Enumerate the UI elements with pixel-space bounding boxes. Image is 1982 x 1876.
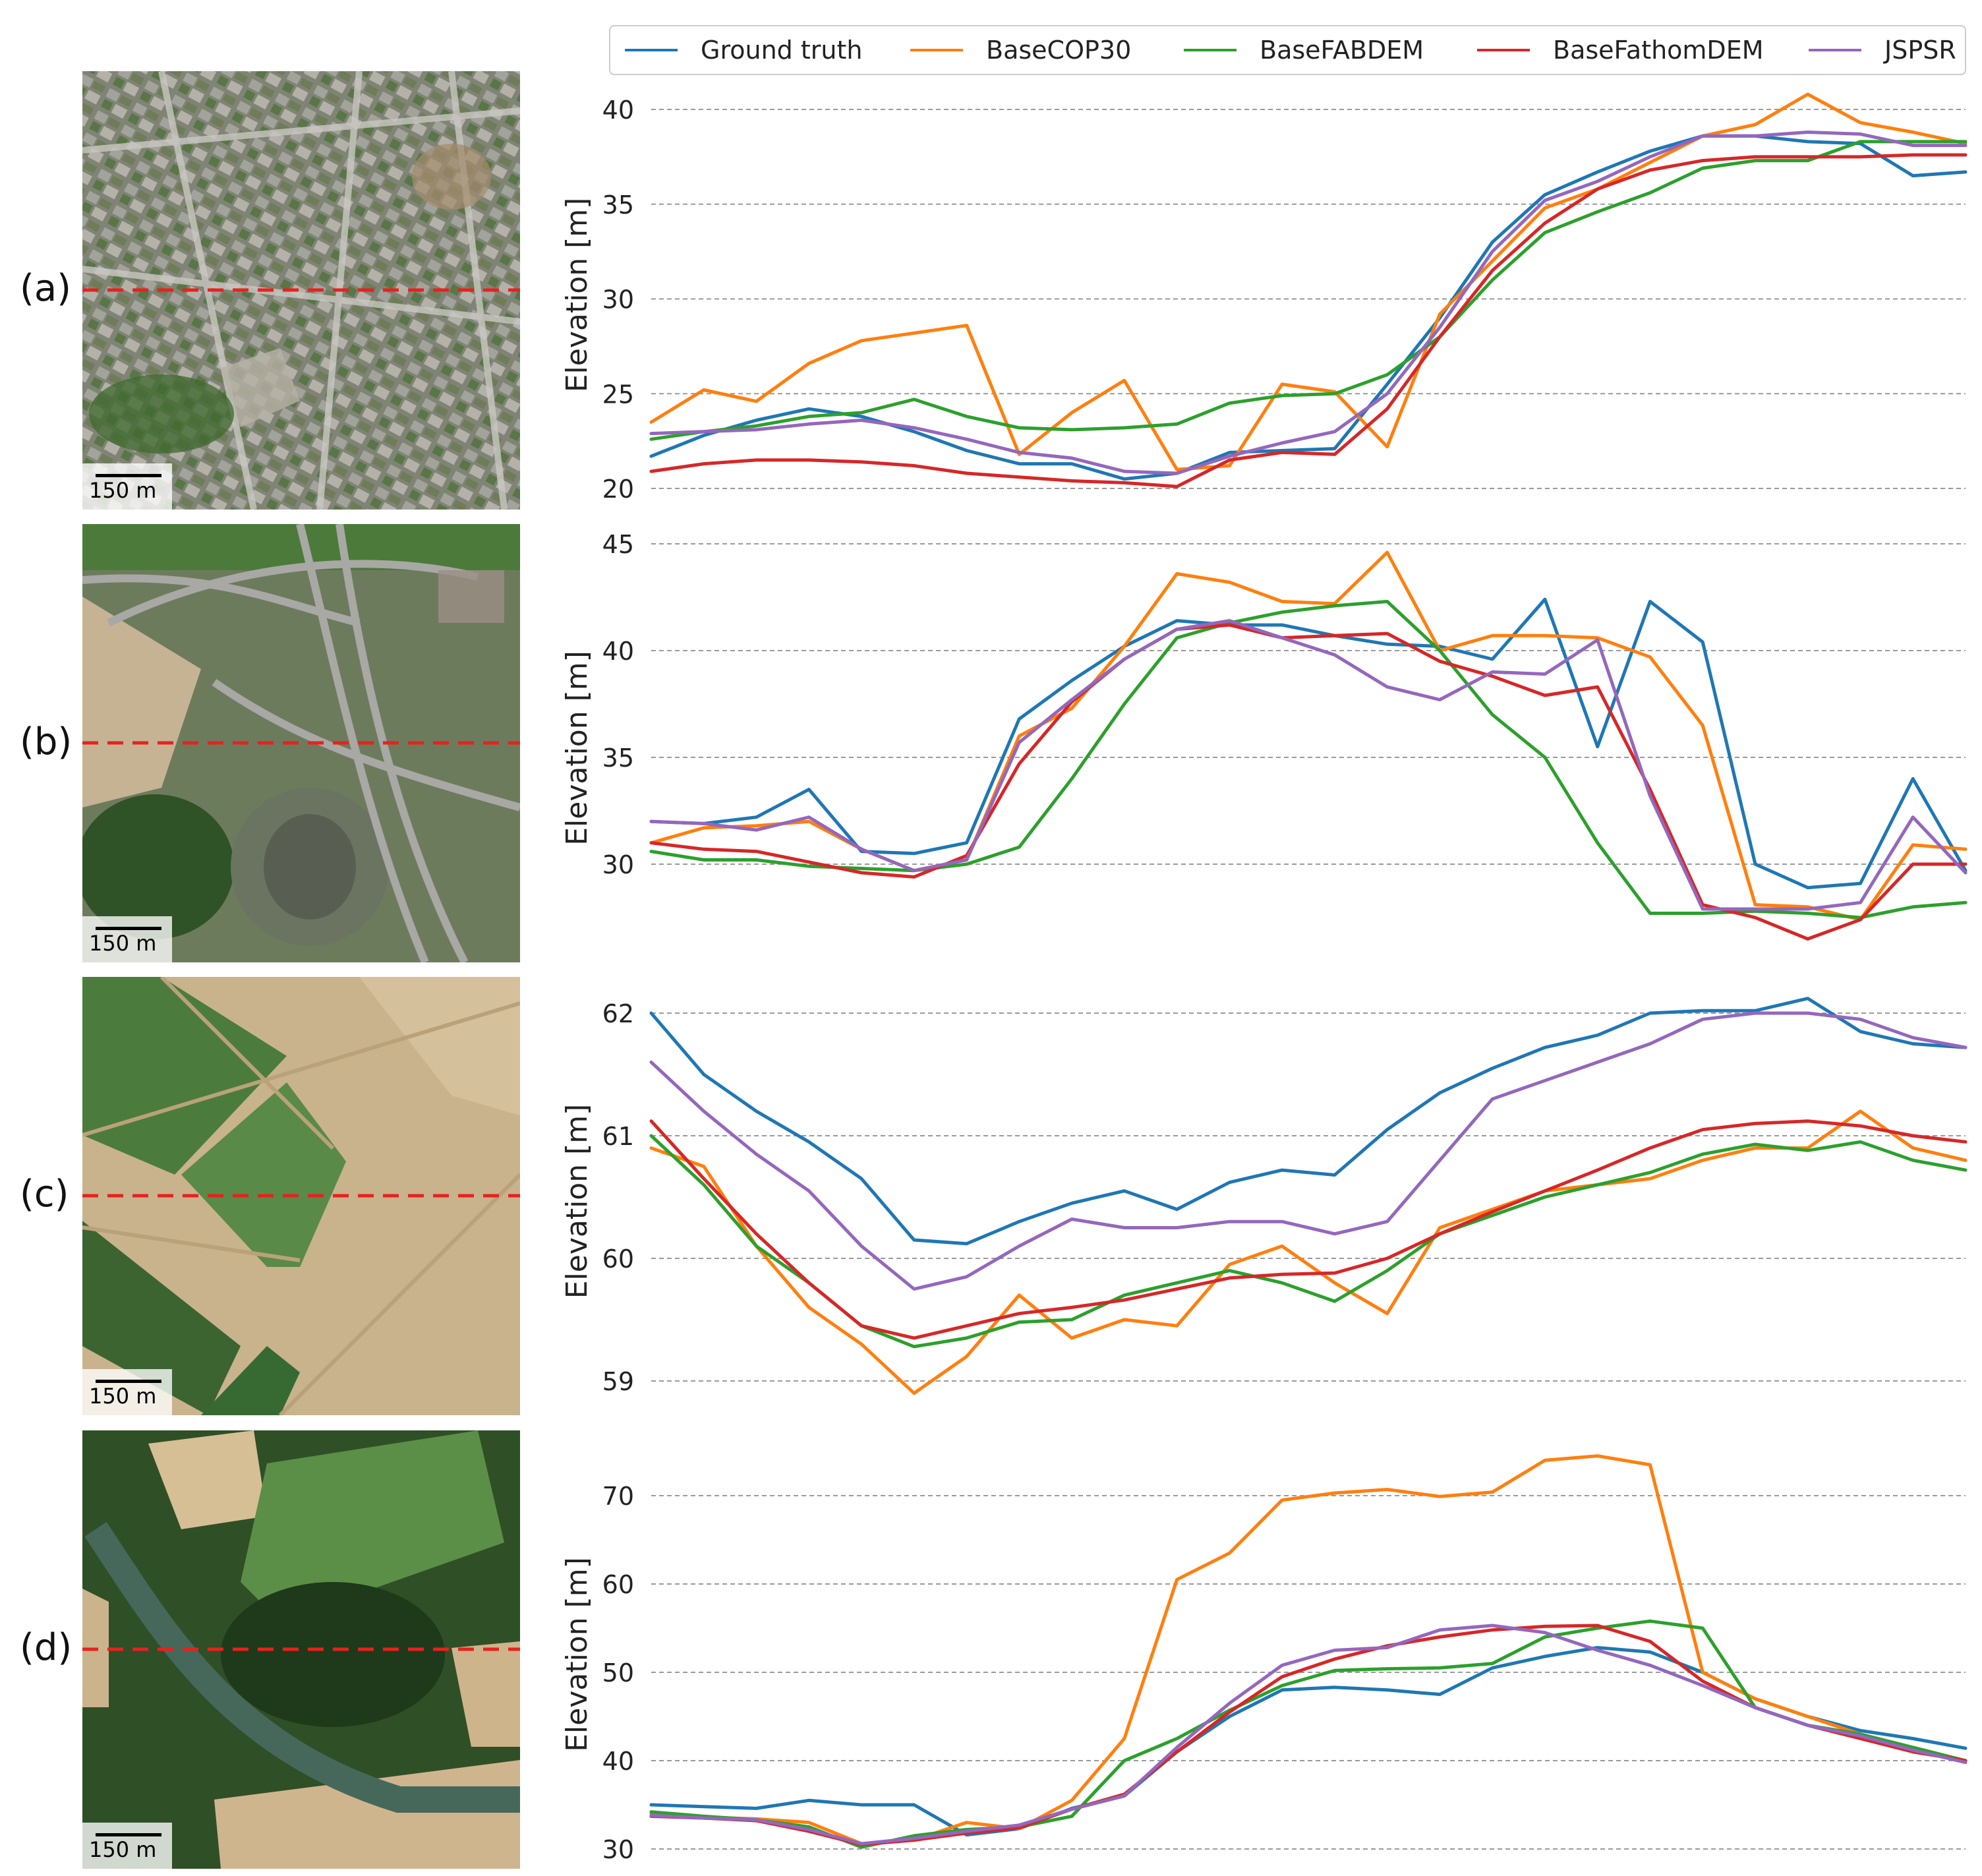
y-tick-label-a-35: 35: [602, 191, 634, 220]
y-tick-label-a-30: 30: [602, 285, 634, 314]
y-tick-label-c-60: 60: [602, 1245, 634, 1274]
panel-label-d: (d): [20, 1626, 73, 1669]
series-line-a-jspsr: [649, 131, 1967, 475]
y-tick-label-a-20: 20: [602, 475, 634, 504]
aerial-photo-b: 150 m: [82, 524, 520, 962]
scale-text-c: 150 m: [89, 1384, 157, 1409]
y-tick-label-b-45: 45: [602, 530, 634, 559]
legend-label-ground-truth: Ground truth: [701, 36, 863, 65]
series-line-a-basefabdem: [649, 140, 1967, 441]
panel-label-b: (b): [20, 720, 73, 763]
series-line-a-ground-truth: [649, 134, 1967, 481]
series-line-b-ground-truth: [649, 597, 1967, 890]
scale-text-b: 150 m: [89, 931, 157, 956]
aerial-photo-a: 150 m: [82, 71, 520, 510]
y-tick-label-b-30: 30: [602, 850, 634, 879]
series-line-a-basefathomdem: [649, 153, 1967, 488]
legend-swatch-basefabdem: [1184, 49, 1237, 51]
y-tick-label-d-60: 60: [602, 1570, 634, 1599]
aerial-photo-d: 150 m: [82, 1430, 520, 1869]
scale-box-a: 150 m: [82, 463, 172, 510]
series-line-a-basecop30: [649, 92, 1967, 471]
scale-bar-c: [96, 1380, 161, 1383]
y-axis-label-a: Elevation [m]: [560, 198, 594, 393]
series-line-b-basefabdem: [649, 600, 1967, 920]
series-line-d-basecop30: [649, 1454, 1967, 1846]
aerial-photo-c: 150 m: [82, 977, 520, 1415]
y-tick-label-b-40: 40: [602, 637, 634, 666]
legend-swatch-basecop30: [910, 49, 963, 51]
series-line-c-ground-truth: [649, 997, 1967, 1246]
legend-label-basefabdem: BaseFABDEM: [1260, 36, 1424, 65]
scale-box-c: 150 m: [82, 1369, 172, 1415]
y-tick-label-a-25: 25: [602, 380, 634, 409]
scale-bar-a: [96, 474, 161, 477]
chart-b: 30 35 40 45 Elevation [m]: [560, 530, 1967, 941]
aerial-photo-d-texture: [82, 1430, 520, 1869]
chart-c: 59 60 61 62 Elevation [m]: [560, 997, 1967, 1396]
series-line-d-ground-truth: [649, 1646, 1967, 1837]
legend-label-basefathomdem: BaseFathomDEM: [1553, 36, 1764, 65]
y-tick-label-d-40: 40: [602, 1747, 634, 1776]
y-axis-label-c: Elevation [m]: [560, 1104, 594, 1299]
y-tick-label-d-70: 70: [602, 1482, 634, 1511]
legend: Ground truth BaseCOP30 BaseFABDEM BaseFa…: [609, 25, 1966, 75]
scale-text-a: 150 m: [89, 478, 157, 503]
scale-bar-d: [96, 1833, 161, 1836]
y-tick-label-d-50: 50: [602, 1658, 634, 1687]
y-axis-label-d: Elevation [m]: [560, 1557, 594, 1752]
y-tick-label-c-59: 59: [602, 1367, 634, 1396]
scale-bar-b: [96, 927, 161, 930]
legend-label-jspsr: JSPSR: [1884, 36, 1956, 65]
series-line-d-basefabdem: [649, 1619, 1967, 1849]
y-tick-label-a-40: 40: [602, 96, 634, 125]
series-line-c-basefathomdem: [649, 1119, 1967, 1340]
y-tick-label-d-30: 30: [602, 1835, 634, 1864]
series-line-d-jspsr: [649, 1624, 1967, 1846]
y-tick-label-c-61: 61: [602, 1122, 634, 1151]
scale-box-d: 150 m: [82, 1823, 172, 1869]
chart-d: 30 40 50 60 70 Elevation [m]: [560, 1454, 1967, 1864]
chart-a: 20 25 30 35 40 Elevation [m]: [560, 92, 1967, 504]
series-line-c-jspsr: [649, 1011, 1967, 1291]
panel-label-a: (a): [20, 267, 72, 310]
panel-label-c: (c): [20, 1173, 69, 1216]
aerial-photo-b-texture: [82, 524, 520, 962]
aerial-photo-c-texture: [82, 977, 520, 1415]
series-line-b-basefathomdem: [649, 623, 1967, 941]
legend-swatch-ground-truth: [625, 49, 678, 51]
aerial-photo-a-texture: [82, 71, 520, 510]
y-axis-label-b: Elevation [m]: [560, 651, 594, 846]
scale-text-d: 150 m: [89, 1837, 157, 1862]
series-line-b-jspsr: [649, 619, 1967, 911]
legend-swatch-jspsr: [1809, 49, 1861, 51]
y-tick-label-c-62: 62: [602, 999, 634, 1028]
scale-box-b: 150 m: [82, 916, 172, 962]
series-line-c-basecop30: [649, 1109, 1967, 1395]
legend-swatch-basefathomdem: [1477, 49, 1530, 51]
legend-label-basecop30: BaseCOP30: [986, 36, 1132, 65]
y-tick-label-b-35: 35: [602, 744, 634, 773]
